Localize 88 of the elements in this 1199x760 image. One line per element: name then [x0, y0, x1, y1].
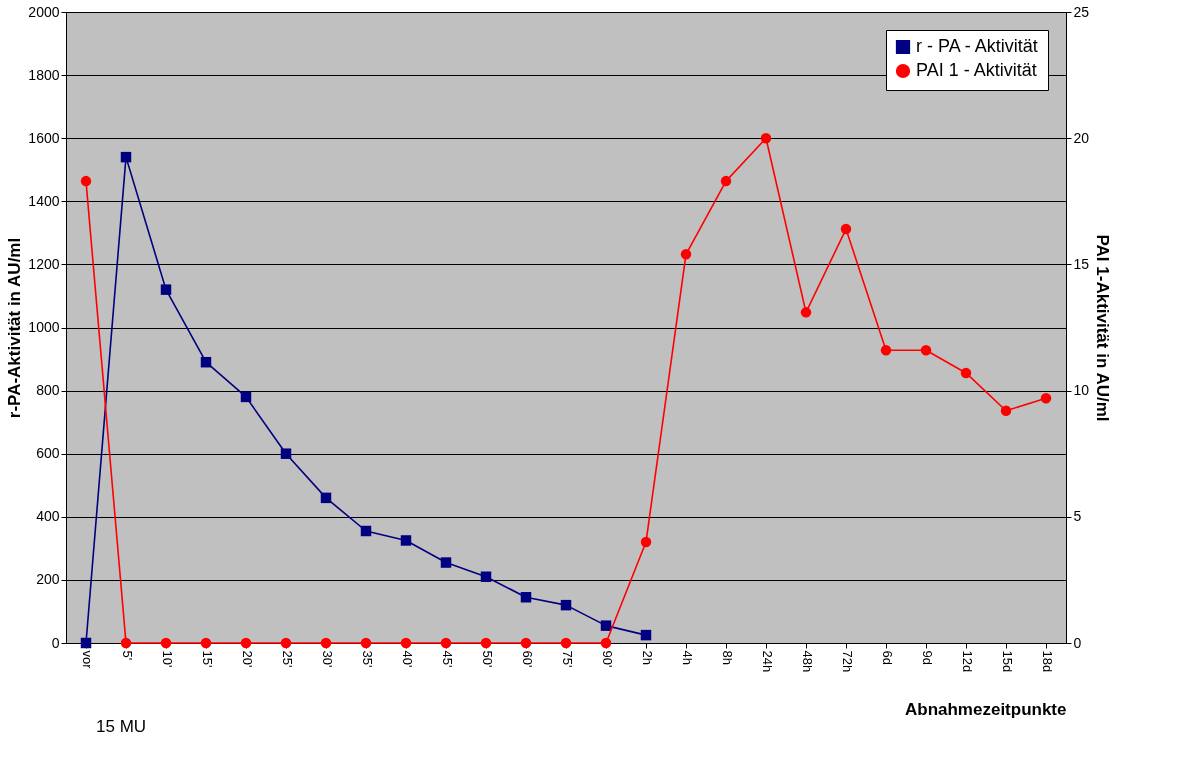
- point: [160, 637, 172, 649]
- x-tick-label: 90': [599, 650, 615, 668]
- x-tick-label: 40': [399, 650, 415, 668]
- point: [200, 356, 212, 368]
- y-tick-label: 800: [36, 382, 60, 399]
- point: [280, 448, 292, 459]
- x-tick-label: 75': [559, 650, 575, 668]
- point: [400, 535, 412, 546]
- point: [840, 223, 852, 235]
- y-tick-label: 1600: [28, 129, 60, 146]
- point: [320, 637, 332, 649]
- y-tick-label: 1000: [28, 319, 60, 335]
- x-tick-label: vor: [79, 650, 95, 670]
- point: [600, 620, 612, 631]
- x-tick-label: 9d: [919, 650, 935, 665]
- point: [400, 637, 412, 649]
- x-tick-label: 30': [319, 650, 335, 668]
- point: [640, 629, 652, 641]
- point: [160, 284, 172, 295]
- point: [520, 637, 532, 649]
- x-axis-title: Abnahmezeitpunkte: [904, 700, 1067, 720]
- legend-label: r - PA - Aktivität: [916, 36, 1038, 56]
- y-tick-label: 400: [36, 508, 60, 525]
- y2-tick-label: 20: [1073, 129, 1090, 146]
- y-tick-label: 200: [36, 571, 60, 588]
- x-tick-label: 10': [159, 650, 175, 668]
- y2-axis-title: PAI 1-Aktivität in AU/ml: [1093, 234, 1113, 422]
- point: [480, 637, 492, 649]
- point: [320, 492, 332, 504]
- x-tick-label: 48h: [799, 650, 815, 673]
- x-tick-label: 4h: [679, 650, 695, 665]
- x-tick-label: 15': [199, 650, 215, 668]
- point: [560, 637, 572, 649]
- x-tick-label: 45': [439, 650, 455, 668]
- point: [520, 592, 532, 603]
- point: [600, 637, 612, 649]
- point: [920, 344, 932, 356]
- y2-tick-label: 10: [1073, 382, 1090, 399]
- point: [1040, 392, 1052, 404]
- y-tick-label: 2000: [28, 3, 60, 20]
- x-tick-label: 8h: [719, 650, 735, 665]
- x-tick-label: 72h: [839, 650, 855, 673]
- y-tick-label: 0: [51, 634, 60, 651]
- point: [440, 557, 452, 568]
- y-tick-label: 600: [36, 445, 60, 462]
- x-tick-label: 50': [479, 650, 495, 668]
- y-tick-label: 1200: [28, 255, 60, 272]
- point: [240, 637, 252, 649]
- x-tick-label: 20': [239, 650, 255, 668]
- y-tick-label: 1400: [28, 192, 60, 209]
- y2-tick-label: 0: [1073, 634, 1082, 651]
- x-tick-label: 6d: [879, 650, 895, 665]
- legend-label: PAI 1 - Aktivität: [916, 60, 1037, 80]
- text: 15 MU: [96, 717, 147, 736]
- x-tick-label: 25': [279, 650, 295, 668]
- x-tick-label: 35': [359, 650, 375, 668]
- y2-tick-label: 5: [1073, 508, 1082, 525]
- point: [200, 637, 212, 649]
- point: [800, 307, 812, 318]
- point: [480, 571, 492, 582]
- x-tick-label: 15d: [999, 650, 1015, 673]
- x-tick-label: 60': [519, 650, 535, 668]
- point: [280, 637, 292, 649]
- x-tick-label: 24h: [759, 650, 775, 673]
- point: [80, 175, 92, 187]
- point: [560, 599, 572, 611]
- point: [960, 367, 972, 379]
- point: [360, 637, 372, 649]
- point: [1000, 405, 1012, 417]
- point: [240, 391, 252, 403]
- point: [880, 344, 892, 356]
- point: [440, 637, 452, 649]
- x-tick-label: 18d: [1039, 650, 1055, 673]
- y2-tick-label: 15: [1073, 255, 1090, 272]
- x-tick-label: 12d: [959, 650, 975, 673]
- y-axis-title: r-PA-Aktivität in AU/ml: [5, 237, 25, 419]
- point: [360, 525, 372, 537]
- y-tick-label: 1800: [28, 66, 60, 83]
- point: [720, 175, 732, 187]
- point: [760, 132, 772, 144]
- y2-tick-label: 25: [1073, 3, 1090, 20]
- x-tick-label: 2h: [639, 650, 655, 665]
- point: [640, 536, 652, 548]
- point: [120, 637, 132, 649]
- point: [680, 249, 692, 260]
- x-tick-label: 5': [119, 650, 135, 661]
- point: [80, 637, 92, 649]
- point: [120, 151, 132, 163]
